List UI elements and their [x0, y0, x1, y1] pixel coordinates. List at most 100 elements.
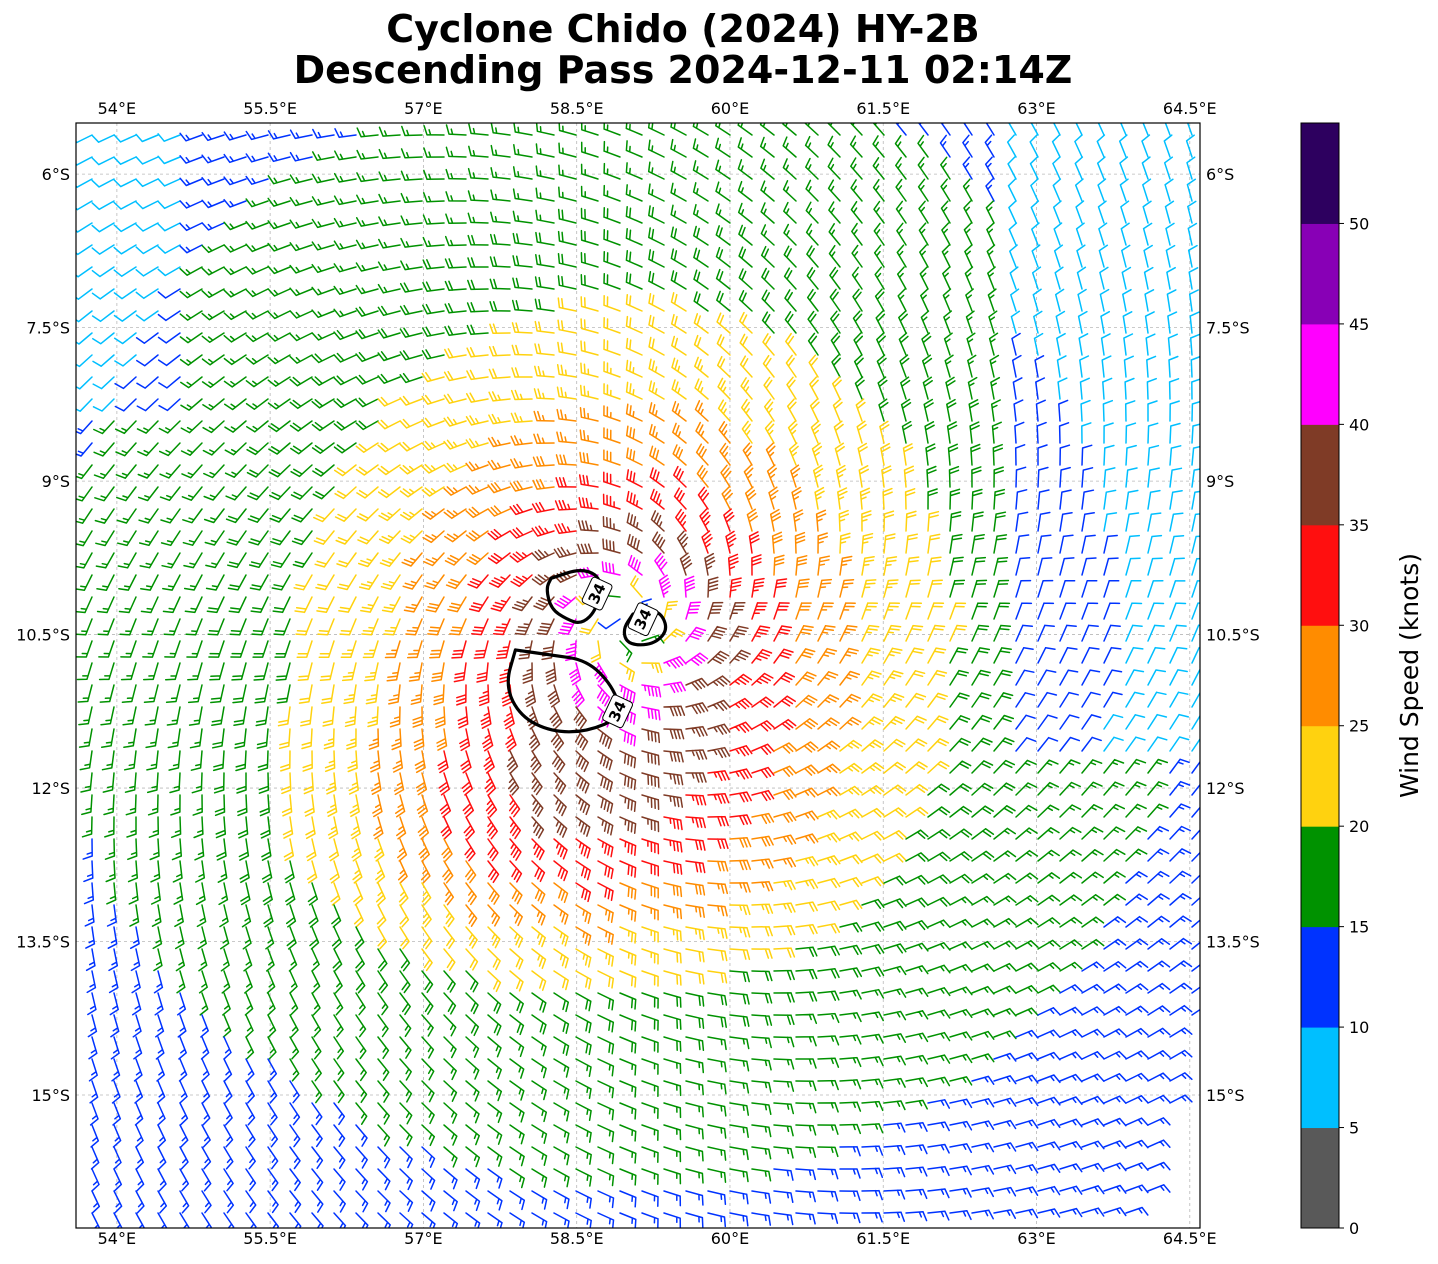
- wind-barb: [465, 860, 477, 884]
- wind-barb: [131, 992, 142, 1016]
- wind-barb: [1059, 602, 1077, 620]
- wind-barb: [692, 203, 709, 224]
- lat-tick-label-left: 7.5°S: [26, 319, 70, 338]
- wind-barb: [203, 486, 225, 501]
- lon-tick-label-bottom: 60°E: [711, 1229, 749, 1248]
- wind-barb: [1147, 825, 1170, 840]
- wind-barb: [512, 277, 533, 290]
- wind-barb: [597, 816, 614, 836]
- wind-barb: [597, 618, 621, 630]
- wind-barb: [853, 354, 864, 378]
- wind-barb: [1081, 579, 1098, 598]
- wind-barb: [293, 574, 313, 591]
- wind-barb: [245, 1014, 254, 1038]
- wind-barb: [580, 318, 599, 334]
- wind-barb: [685, 860, 706, 874]
- wind-barb: [285, 904, 297, 928]
- wind-barb: [1015, 1119, 1039, 1129]
- wind-barb: [829, 288, 841, 312]
- wind-barb: [378, 216, 401, 227]
- wind-barb: [399, 486, 423, 498]
- wind-barb: [80, 772, 93, 793]
- wind-barb: [603, 123, 621, 136]
- wind-barb: [1169, 445, 1182, 466]
- wind-barb: [785, 332, 797, 356]
- wind-barb: [136, 354, 159, 367]
- wind-barb: [377, 970, 389, 994]
- wind-barb: [553, 1212, 570, 1228]
- wind-barb: [249, 574, 269, 591]
- wind-barb: [248, 552, 269, 569]
- wind-barb: [1081, 1095, 1105, 1105]
- wind-barb: [945, 376, 956, 400]
- wind-barb: [195, 860, 206, 883]
- wind-barb: [245, 288, 269, 298]
- wind-barb: [509, 838, 522, 861]
- wind-barb: [386, 662, 401, 682]
- wind-barb: [949, 692, 970, 708]
- wind-barb: [136, 376, 159, 389]
- wind-barb: [339, 618, 357, 636]
- wind-barb: [487, 992, 502, 1014]
- wind-barb: [1059, 826, 1082, 840]
- wind-barb: [135, 244, 159, 255]
- wind-barb: [663, 705, 686, 717]
- wind-barb: [1163, 156, 1174, 180]
- wind-barb: [927, 533, 941, 554]
- wind-barb: [695, 443, 709, 466]
- wind-barb: [120, 662, 137, 681]
- wind-barb: [927, 942, 951, 951]
- wind-barb: [346, 728, 357, 750]
- wind-barb: [421, 486, 445, 497]
- wind-barb: [294, 596, 313, 614]
- wind-barb: [1169, 691, 1189, 708]
- wind-barb: [795, 578, 810, 598]
- wind-barb: [965, 310, 975, 334]
- wind-barb: [927, 760, 950, 774]
- wind-barb: [285, 882, 296, 906]
- wind-barb: [278, 728, 291, 750]
- wind-barb: [993, 940, 1017, 950]
- wind-barb: [223, 376, 247, 388]
- wind-barb: [1167, 333, 1178, 356]
- wind-barb: [641, 662, 663, 674]
- wind-barb: [902, 443, 914, 466]
- wind-barb: [795, 1013, 818, 1025]
- wind-barb: [89, 1080, 99, 1104]
- wind-barb: [1052, 156, 1061, 180]
- wind-barb: [917, 156, 929, 180]
- wind-barb: [96, 574, 115, 591]
- wind-barb: [81, 816, 93, 838]
- wind-barb: [1052, 200, 1062, 224]
- wind-barb: [795, 1190, 816, 1203]
- wind-barb: [1125, 938, 1149, 950]
- wind-barb: [179, 244, 203, 254]
- wind-barb: [601, 561, 621, 576]
- wind-barb: [949, 669, 969, 686]
- wind-barb: [421, 1146, 436, 1168]
- wind-barb: [1169, 646, 1188, 664]
- wind-barb: [1125, 557, 1141, 576]
- wind-barb: [768, 486, 779, 510]
- wind-barb: [371, 772, 382, 795]
- wind-barb: [223, 310, 247, 321]
- wind-barb: [117, 552, 137, 569]
- wind-barb: [531, 904, 546, 926]
- wind-barb: [545, 662, 557, 685]
- wind-barb: [465, 1190, 481, 1212]
- wind-barb: [399, 1168, 413, 1191]
- wind-barb: [575, 1212, 592, 1228]
- wind-barb: [211, 706, 225, 726]
- wind-barb: [1056, 355, 1067, 378]
- wind-barb: [707, 904, 728, 917]
- wind-barb: [760, 202, 775, 224]
- wind-barb: [270, 530, 291, 546]
- wind-barb: [1147, 489, 1161, 510]
- wind-barb: [377, 1036, 390, 1060]
- wind-barb: [1146, 377, 1157, 400]
- wind-barb: [569, 662, 582, 686]
- wind-barb: [971, 873, 995, 884]
- wind-barb: [443, 1058, 457, 1081]
- lon-tick-label-top: 58.5°E: [550, 99, 604, 118]
- wind-barb: [245, 376, 269, 388]
